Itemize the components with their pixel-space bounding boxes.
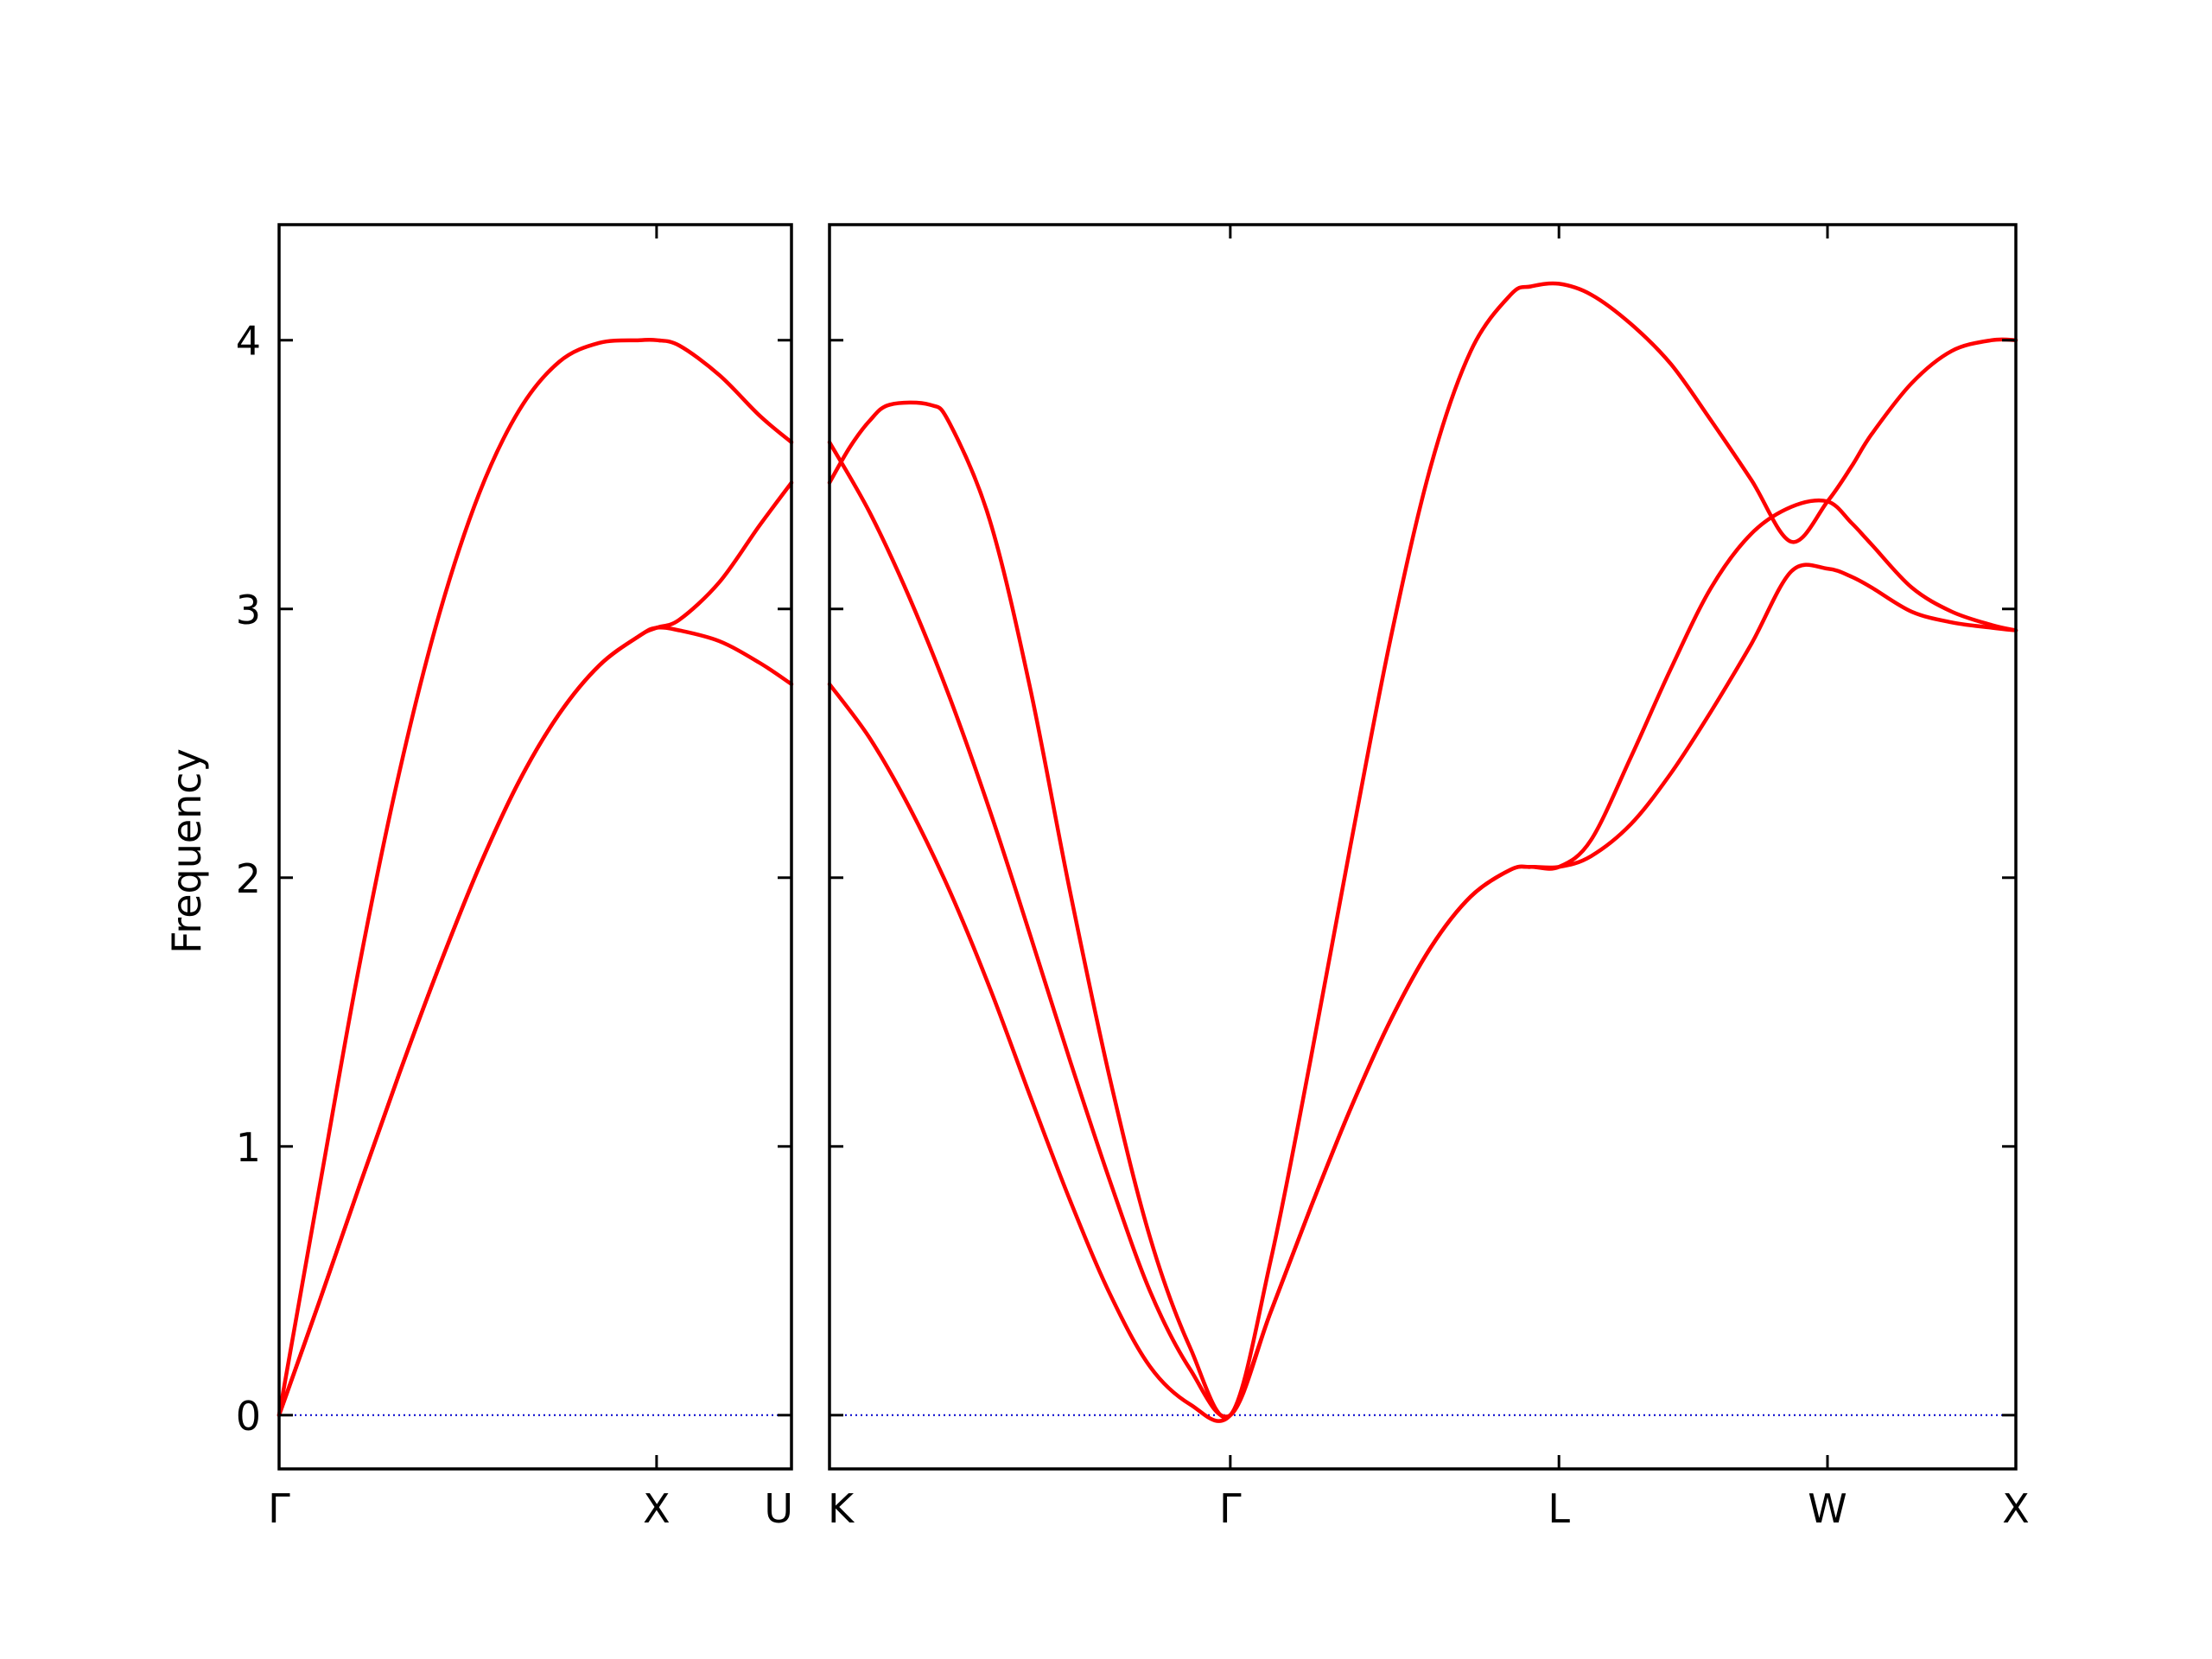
x-tick-label: K [828, 1485, 855, 1532]
band-line-3 [276, 480, 794, 1418]
y-tick-label: 1 [236, 1124, 261, 1171]
y-tick-label: 3 [236, 587, 261, 633]
x-tick-label: L [1548, 1485, 1570, 1532]
y-axis: 0 1 2 3 4 [236, 318, 261, 1440]
y-tick-label: 2 [236, 855, 261, 902]
plot-frame [828, 223, 2018, 1471]
y-tick-label: 0 [236, 1393, 261, 1440]
x-tick-label: X [643, 1485, 671, 1532]
y-axis-label: Frequency [163, 748, 210, 954]
y-tick-label: 4 [236, 318, 261, 365]
x-tick-label: W [1808, 1485, 1847, 1532]
x-tick-label: Γ [1219, 1485, 1242, 1532]
band-line-1 [276, 337, 794, 1418]
x-tick-label: U [764, 1485, 793, 1532]
band-line-2 [276, 625, 794, 1418]
band-line-1 [827, 281, 2018, 1420]
x-tick-label: Γ [268, 1485, 290, 1532]
x-tick-label: X [2002, 1485, 2030, 1532]
plot-frame [277, 223, 793, 1471]
band-line-3 [827, 498, 2018, 1423]
